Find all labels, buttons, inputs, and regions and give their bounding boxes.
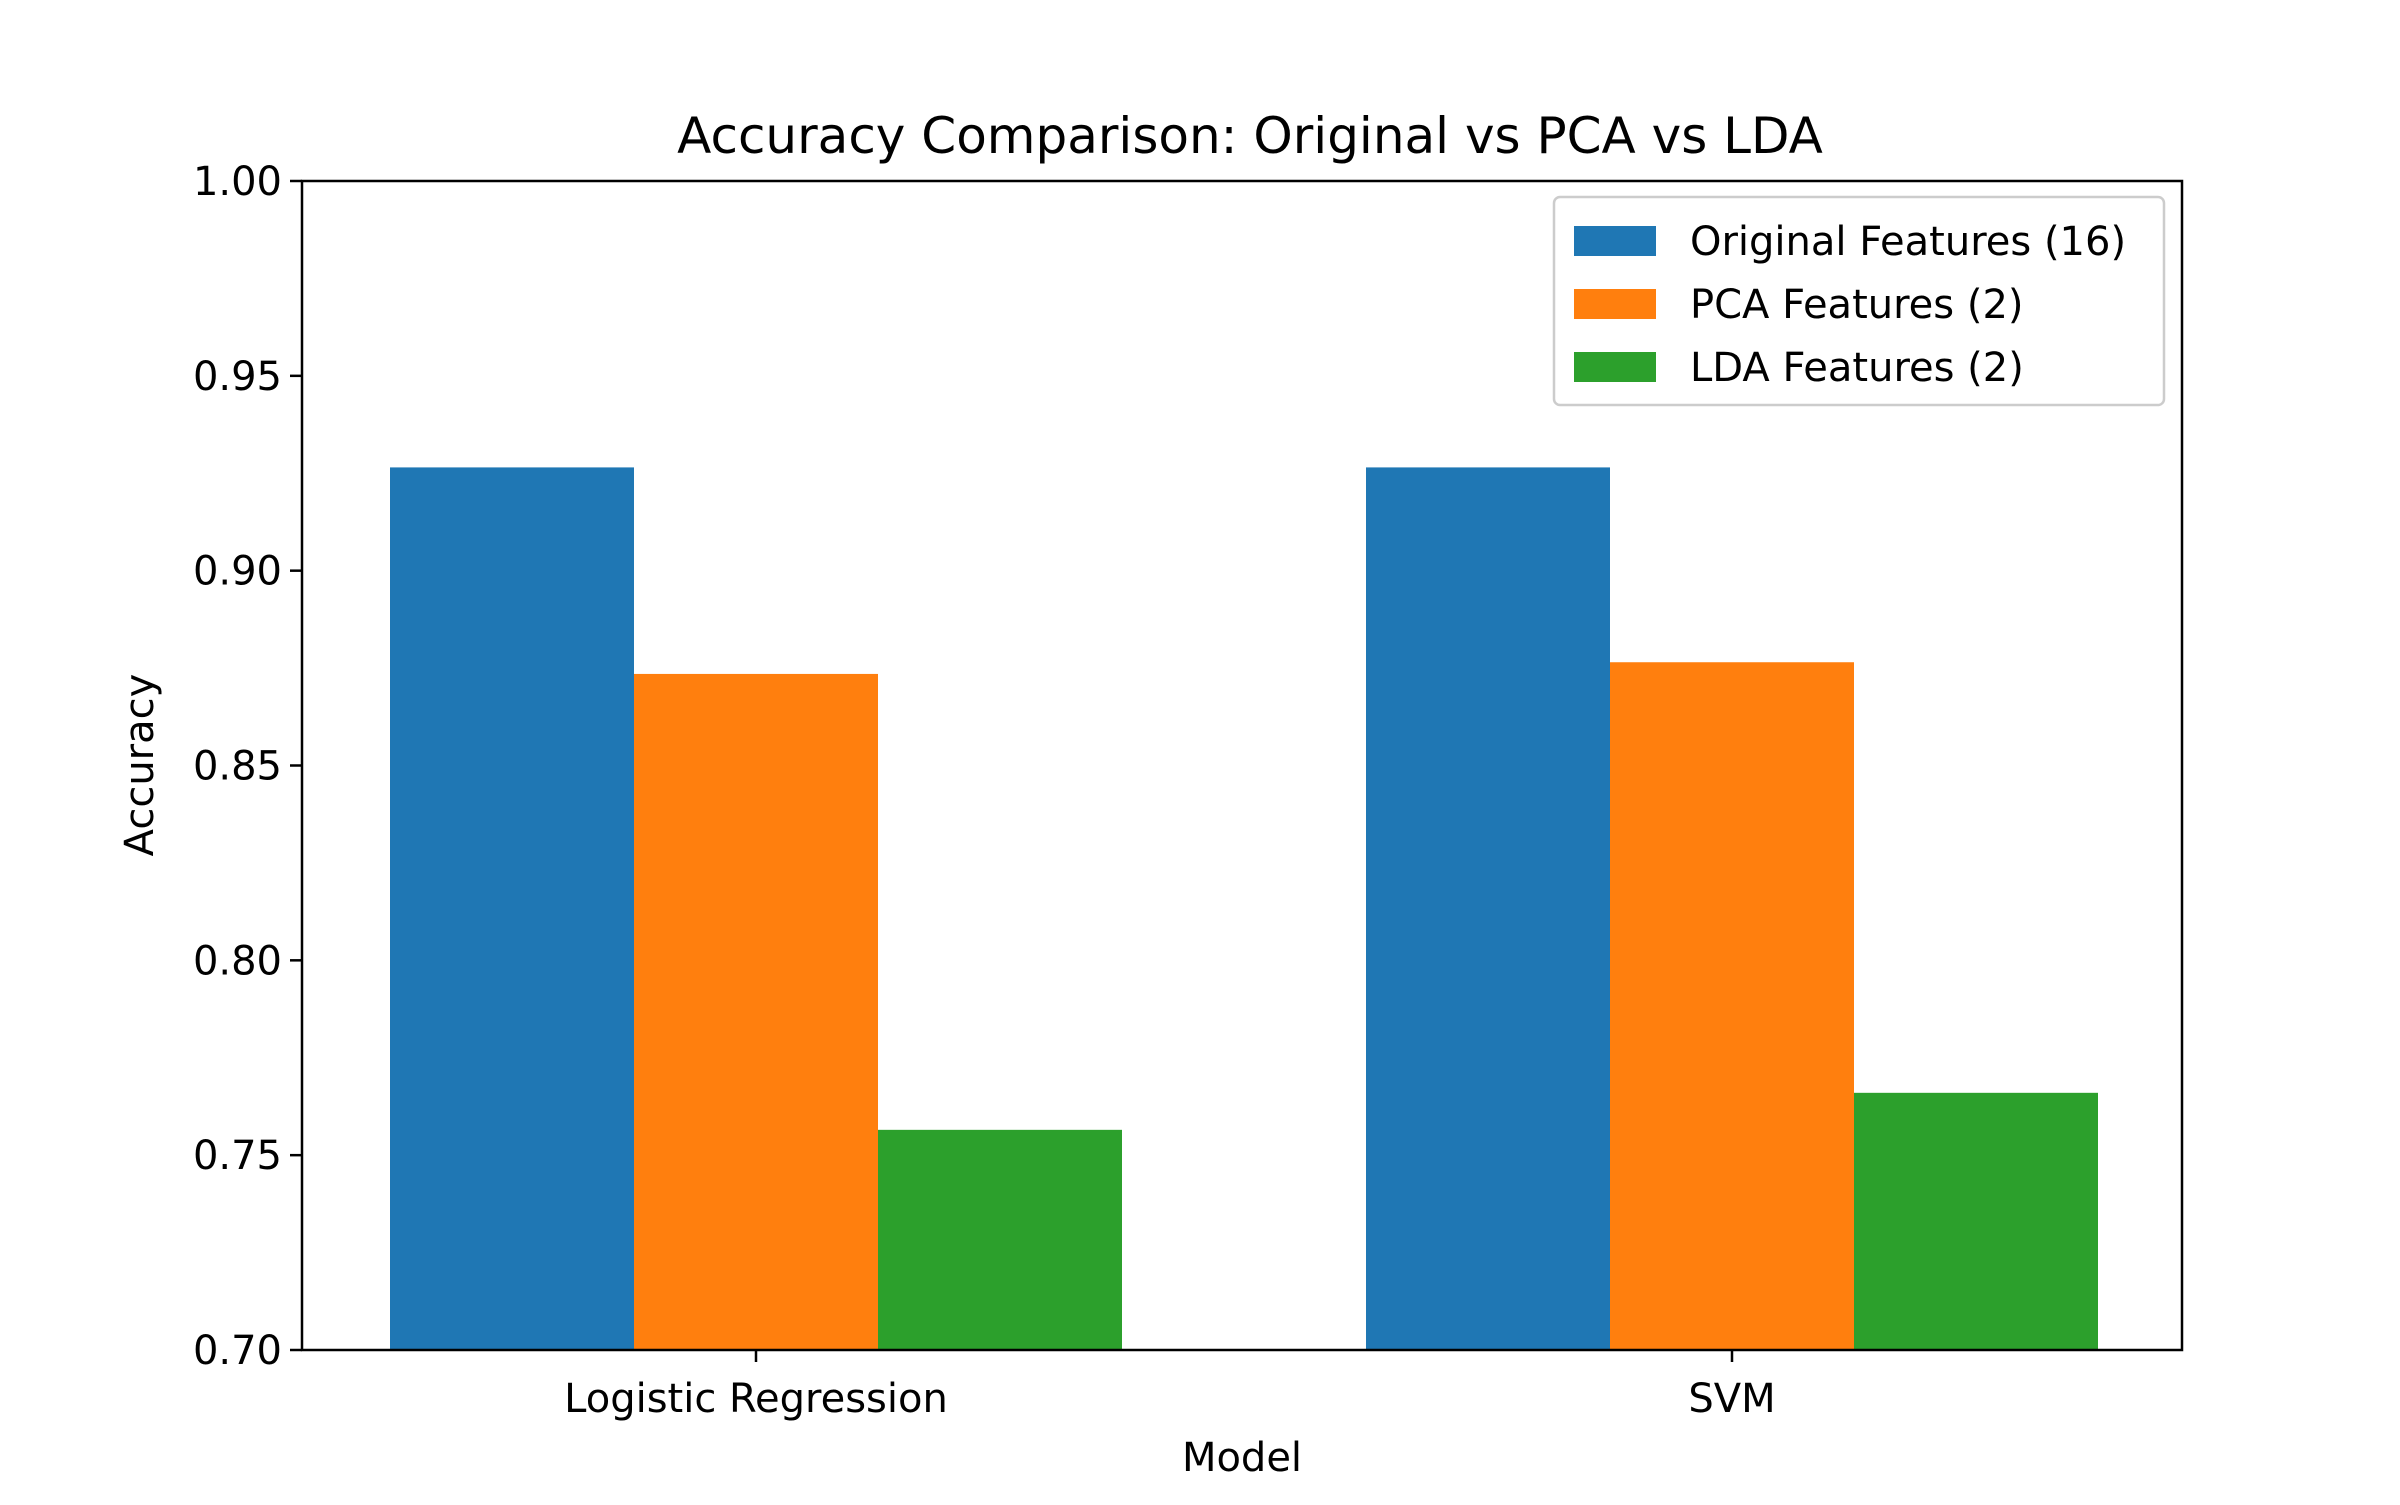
x-tick-label: Logistic Regression — [564, 1376, 948, 1422]
y-tick-label: 0.70 — [193, 1328, 282, 1374]
x-axis-label: Model — [1182, 1435, 1302, 1481]
y-tick-label: 0.80 — [193, 938, 282, 984]
legend-box — [1552, 195, 2166, 407]
x-tick-label: SVM — [1688, 1376, 1775, 1422]
bar-2-series-2 — [1610, 662, 1854, 1350]
bar-1-series-2 — [634, 673, 878, 1350]
bar-2-series-1 — [1366, 467, 1610, 1350]
bar-2-series-3 — [1854, 1092, 2098, 1350]
y-tick-label: 1.00 — [193, 159, 282, 205]
legend: Original Features (16) PCA Features (2) LD… — [1552, 195, 2166, 407]
chart-title: Accuracy Comparison: Original vs PCA vs … — [677, 107, 1823, 165]
y-axis-label: Accuracy — [117, 674, 163, 857]
bar-1-series-1 — [390, 467, 634, 1350]
legend-label: PCA Features (2) — [1690, 282, 2024, 328]
legend-swatch — [1574, 226, 1656, 256]
y-tick-label: 0.75 — [193, 1133, 282, 1179]
y-axis-ticks: 0.70 0.75 0.80 0.85 0.90 0.95 1.00 — [193, 159, 302, 1374]
bars-group — [390, 467, 2098, 1350]
plot-frame — [300, 179, 2184, 1352]
y-tick-label: 0.90 — [193, 549, 282, 595]
legend-label: Original Features (16) — [1690, 219, 2126, 265]
bar-1-series-3 — [878, 1129, 1122, 1350]
legend-swatch — [1574, 352, 1656, 382]
legend-swatch — [1574, 289, 1656, 319]
y-tick-label: 0.95 — [193, 354, 282, 400]
x-axis-ticks: Logistic Regression SVM — [564, 1350, 1776, 1422]
y-tick-label: 0.85 — [193, 744, 282, 790]
legend-label: LDA Features (2) — [1690, 345, 2024, 391]
